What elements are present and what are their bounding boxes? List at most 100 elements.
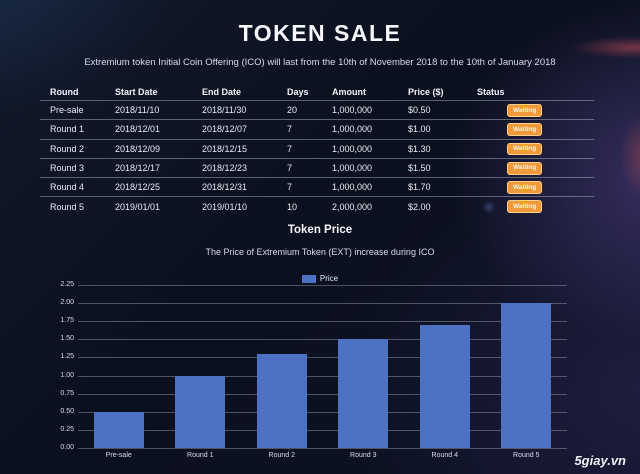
table-body: Pre-sale 2018/11/10 2018/11/30 20 1,000,000 $… (40, 100, 594, 216)
status-cell: Waiting (477, 161, 594, 175)
column-header: Status (477, 86, 505, 97)
table-cell: 7 (287, 143, 293, 154)
chart-subheading: The Price of Extremium Token (EXT) incre… (205, 247, 435, 257)
column-header: Round (50, 86, 79, 97)
chart-bar (338, 339, 389, 448)
table-cell: Pre-sale (50, 105, 84, 116)
x-axis: Pre-sale Round 1 Round 2 Round 3 Round 4 Roun… (78, 452, 567, 459)
x-tick-label: Round 5 (513, 452, 540, 459)
x-tick-label: Round 1 (187, 452, 214, 459)
table-cell: 20 (287, 105, 298, 116)
status-cell: Waiting (477, 181, 594, 194)
table-cell: $2.00 (408, 201, 431, 212)
gridline (78, 321, 567, 323)
column-header: Amount (332, 86, 366, 97)
table-row: Round 1 2018/12/01 2018/12/07 7 1,000,000 $1.… (40, 119, 594, 138)
table-cell: $1.30 (408, 143, 431, 154)
table-cell: Round 3 (50, 163, 85, 174)
table-cell: 2018/12/09 (115, 143, 161, 154)
table-cell: $1.50 (408, 163, 431, 174)
status-badge: Waiting (507, 181, 543, 194)
table-row: Round 2 2018/12/09 2018/12/15 7 1,000,000 $1.… (40, 138, 594, 158)
table-row: Round 5 2019/01/01 2019/01/10 10 2,000,000 $2… (40, 196, 594, 215)
y-tick-label: 2.00 (60, 299, 74, 307)
table-cell: 1,000,000 (332, 143, 373, 154)
y-tick-label: 0.00 (60, 444, 74, 451)
x-tick-label: Round 4 (431, 452, 458, 459)
table-cell: $1.70 (408, 182, 431, 193)
y-tick-label: 2.25 (60, 281, 74, 288)
table-cell: 2018/12/23 (202, 163, 248, 174)
table-cell: 1,000,000 (332, 182, 373, 193)
table-cell: 2018/12/01 (115, 124, 161, 135)
gridline (78, 303, 567, 305)
gridline (78, 411, 567, 413)
table-cell: 2018/11/30 (202, 105, 247, 116)
chart-legend: Price (0, 274, 640, 283)
table-cell: Round 1 (50, 124, 85, 135)
watermark: 5giay.vn (574, 453, 626, 468)
page-title: TOKEN SALE (238, 20, 402, 46)
x-tick-label: Round 2 (268, 452, 295, 459)
chart-bar (419, 325, 470, 448)
plot-area (78, 285, 567, 449)
table-cell: 7 (287, 182, 293, 193)
table-cell: $0.50 (408, 105, 431, 116)
x-tick-label: Round 3 (350, 452, 377, 459)
bar-slot (241, 285, 323, 448)
table-cell: 2018/12/15 (202, 143, 248, 154)
table-row: Round 3 2018/12/17 2018/12/23 7 1,000,000 $1.… (40, 157, 594, 177)
column-header: Price ($) (408, 86, 444, 97)
table-cell: 2018/11/10 (115, 105, 160, 116)
table-cell: Round 5 (50, 201, 85, 212)
chart-heading: Token Price (287, 224, 353, 236)
bar-slot (78, 285, 160, 448)
gridline (78, 339, 567, 341)
bar-slots (78, 285, 567, 448)
y-tick-label: 0.25 (60, 425, 74, 433)
price-chart: 0.00 0.25 0.50 0.75 1.00 1.25 1.50 1.75 2.00 2.25… (40, 281, 567, 467)
table-cell: $1.00 (408, 124, 431, 135)
status-cell: Waiting (477, 123, 594, 137)
gridline (78, 375, 567, 377)
bar-slot (323, 285, 405, 448)
chart-bar (93, 412, 144, 448)
y-tick-label: 0.50 (60, 407, 74, 415)
table-cell: 10 (287, 201, 298, 212)
table-cell: 2018/12/07 (202, 124, 248, 135)
table-cell: 1,000,000 (332, 105, 373, 116)
y-tick-label: 1.25 (60, 353, 74, 361)
y-axis: 0.00 0.25 0.50 0.75 1.00 1.25 1.50 1.75 2.00 2.25 (40, 281, 74, 451)
table-cell: 2019/01/01 (115, 201, 161, 212)
column-header: Start Date (115, 86, 158, 97)
legend-label: Price (319, 274, 339, 283)
x-tick-label: Pre-sale (105, 452, 132, 459)
table-cell: 2018/12/25 (115, 182, 161, 193)
gridline (78, 393, 567, 395)
table-cell: Round 4 (50, 182, 85, 193)
y-tick-label: 1.50 (60, 335, 74, 343)
status-badge: Waiting (507, 142, 543, 156)
status-cell: Waiting (477, 142, 594, 156)
status-badge: Waiting (507, 104, 543, 117)
table-row: Round 4 2018/12/25 2018/12/31 7 1,000,000 $1.… (40, 177, 594, 196)
gridline (78, 429, 567, 431)
legend-swatch (301, 274, 316, 283)
column-header: End Date (202, 86, 242, 97)
bar-slot (160, 285, 242, 448)
gridline (78, 448, 567, 449)
chart-bar (501, 303, 552, 448)
table-row: Pre-sale 2018/11/10 2018/11/30 20 1,000,000 $… (40, 100, 594, 119)
token-sale-table: Round Start Date End Date Days Amount Price (… (40, 83, 594, 216)
column-header: Days (287, 86, 309, 97)
table-cell: 7 (287, 163, 293, 174)
bar-slot (404, 285, 486, 448)
status-cell: Waiting (477, 104, 594, 117)
table-cell: 2018/12/31 (202, 182, 248, 193)
status-badge: Waiting (507, 161, 543, 175)
status-cell: Waiting (477, 200, 594, 214)
y-tick-label: 1.00 (60, 371, 74, 379)
y-tick-label: 0.75 (60, 389, 74, 397)
y-tick-label: 1.75 (60, 317, 74, 325)
table-cell: 2,000,000 (332, 201, 373, 212)
